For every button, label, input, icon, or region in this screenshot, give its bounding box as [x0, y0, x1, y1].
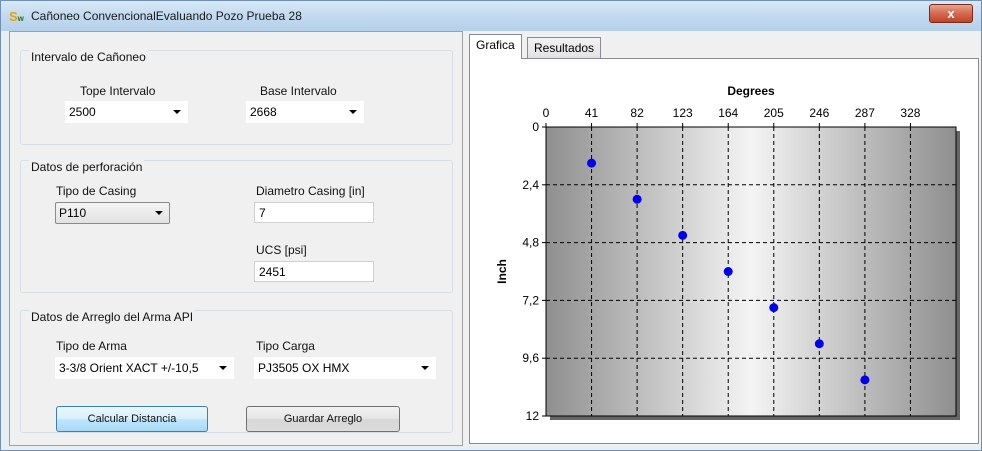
data-point	[814, 339, 824, 349]
base-intervalo-value: 2668	[250, 105, 277, 119]
tope-intervalo-select[interactable]: 2500	[65, 101, 188, 123]
x-tick-label: 123	[673, 106, 693, 120]
data-point	[723, 267, 733, 276]
chevron-down-icon	[219, 366, 227, 370]
x-tick-label: 41	[585, 106, 599, 120]
intervalo-legend: Intervalo de Cañoneo	[29, 50, 148, 64]
ucs-label: UCS [psi]	[256, 243, 307, 257]
guardar-arreglo-button[interactable]: Guardar Arreglo	[246, 406, 400, 432]
results-panel: Grafica Resultados 0 41 82 123 164 205 246 287 3…	[467, 31, 981, 446]
tab-grafica[interactable]: Grafica	[469, 34, 522, 59]
tab-resultados[interactable]: Resultados	[527, 37, 602, 58]
y-tick-label: 0	[532, 120, 539, 134]
perforacion-legend: Datos de perforación	[29, 160, 145, 174]
y-tick-label: 7,2	[522, 293, 539, 307]
x-tick-label: 0	[543, 106, 550, 120]
x-tick-label: 205	[764, 106, 784, 120]
chevron-down-icon	[155, 211, 163, 215]
plot-area	[545, 126, 957, 417]
tipo-arma-label: Tipo de Arma	[56, 339, 127, 353]
diametro-casing-label: Diametro Casing [in]	[256, 184, 365, 198]
perforacion-group: Datos de perforación	[20, 160, 453, 293]
tipo-casing-select[interactable]: P110	[55, 202, 170, 224]
tope-intervalo-label: Tope Intervalo	[80, 84, 156, 98]
ucs-input[interactable]: 2451	[254, 261, 374, 282]
close-button[interactable]: x	[929, 4, 973, 23]
parameters-panel: Intervalo de Cañoneo Tope Intervalo 2500…	[9, 31, 463, 446]
chevron-down-icon	[173, 110, 181, 114]
chevron-down-icon	[421, 366, 429, 370]
arma-legend: Datos de Arreglo del Arma API	[29, 310, 196, 324]
tipo-arma-value: 3-3/8 Orient XACT +/-10,5	[59, 361, 199, 375]
window-title: Cañoneo ConvencionalEvaluando Pozo Prueb…	[31, 9, 302, 23]
data-point	[632, 194, 642, 204]
x-tick-label: 287	[855, 106, 875, 120]
x-tick-label: 82	[630, 106, 644, 120]
x-tick-label: 328	[900, 106, 920, 120]
y-tick-label: 4,8	[522, 236, 539, 250]
grafica-page: 0 41 82 123 164 205 246 287 328 0 2,4 4,8 7,2 9,6 12 De…	[469, 58, 979, 444]
x-tick-label: 164	[718, 106, 738, 120]
y-tick-label: 12	[526, 409, 540, 423]
x-tick-label: 246	[809, 106, 829, 120]
title-bar[interactable]: Sw Cañoneo ConvencionalEvaluando Pozo Pr…	[1, 1, 981, 31]
base-intervalo-select[interactable]: 2668	[246, 101, 364, 123]
tipo-carga-value: PJ3505 OX HMX	[258, 361, 350, 375]
calcular-distancia-button[interactable]: Calcular Distancia	[56, 406, 208, 432]
data-point	[587, 158, 597, 168]
base-intervalo-label: Base Intervalo	[260, 84, 337, 98]
intervalo-group: Intervalo de Cañoneo	[20, 50, 453, 145]
chevron-down-icon	[349, 110, 357, 114]
tipo-carga-label: Tipo Carga	[256, 339, 315, 353]
y-axis-title: Inch	[495, 259, 509, 284]
diametro-casing-input[interactable]: 7	[254, 202, 374, 223]
y-tick-label: 9,6	[522, 351, 539, 365]
data-point	[860, 375, 870, 385]
app-icon: Sw	[9, 9, 24, 24]
x-axis-title: Degrees	[727, 84, 775, 98]
tope-intervalo-value: 2500	[69, 105, 96, 119]
scatter-chart: 0 41 82 123 164 205 246 287 328 0 2,4 4,8 7,2 9,6 12 De…	[495, 84, 960, 423]
tipo-casing-value: P110	[59, 206, 87, 220]
tipo-arma-select[interactable]: 3-3/8 Orient XACT +/-10,5	[55, 357, 234, 379]
tipo-carga-select[interactable]: PJ3505 OX HMX	[254, 357, 436, 379]
data-point	[769, 303, 779, 313]
y-tick-label: 2,4	[522, 178, 539, 192]
data-point	[678, 230, 688, 240]
tipo-casing-label: Tipo de Casing	[56, 184, 137, 198]
client-area: Intervalo de Cañoneo Tope Intervalo 2500…	[9, 31, 981, 446]
